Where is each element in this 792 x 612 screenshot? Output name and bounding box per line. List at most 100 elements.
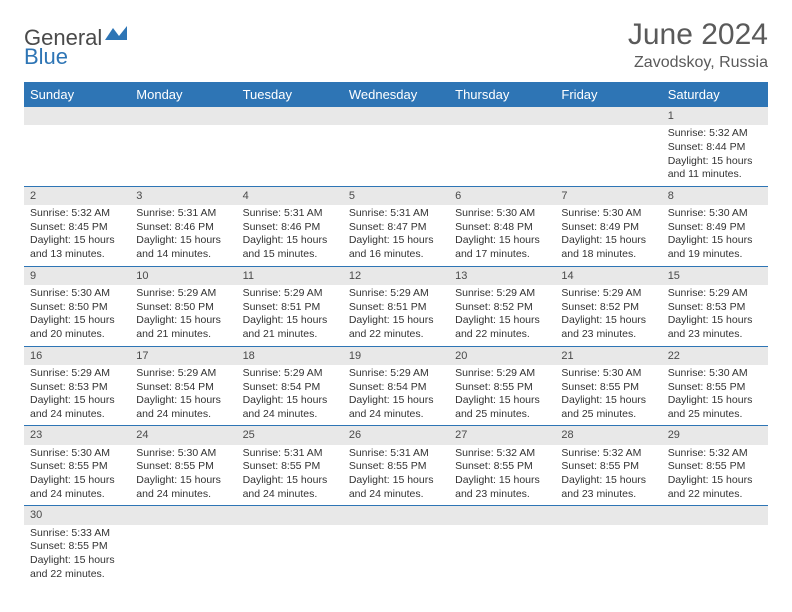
calendar-day-cell: 21Sunrise: 5:30 AMSunset: 8:55 PMDayligh…: [555, 346, 661, 426]
day-number: 23: [24, 426, 130, 444]
day-line: Daylight: 15 hours: [30, 394, 124, 408]
calendar-day-cell: 20Sunrise: 5:29 AMSunset: 8:55 PMDayligh…: [449, 346, 555, 426]
day-line: and 24 minutes.: [136, 488, 230, 502]
day-line: Sunset: 8:50 PM: [136, 301, 230, 315]
day-line: Daylight: 15 hours: [455, 234, 549, 248]
page-subtitle: Zavodskoy, Russia: [628, 54, 768, 72]
calendar-body: 1Sunrise: 5:32 AMSunset: 8:44 PMDaylight…: [24, 107, 768, 585]
day-line: Sunset: 8:55 PM: [561, 460, 655, 474]
calendar-day-cell: 10Sunrise: 5:29 AMSunset: 8:50 PMDayligh…: [130, 266, 236, 346]
calendar-empty-cell: [237, 107, 343, 186]
day-line: Sunset: 8:49 PM: [561, 221, 655, 235]
day-line: Sunset: 8:55 PM: [455, 381, 549, 395]
day-line: Sunset: 8:53 PM: [668, 301, 762, 315]
calendar-day-cell: 9Sunrise: 5:30 AMSunset: 8:50 PMDaylight…: [24, 266, 130, 346]
day-line: and 17 minutes.: [455, 248, 549, 262]
day-content: Sunrise: 5:30 AMSunset: 8:49 PMDaylight:…: [662, 205, 768, 266]
day-line: Sunset: 8:55 PM: [349, 460, 443, 474]
day-line: and 24 minutes.: [136, 408, 230, 422]
day-number: 24: [130, 426, 236, 444]
day-line: Sunrise: 5:31 AM: [136, 207, 230, 221]
day-number: 21: [555, 347, 661, 365]
day-line: Daylight: 15 hours: [561, 234, 655, 248]
calendar-empty-cell: [555, 506, 661, 585]
day-line: and 14 minutes.: [136, 248, 230, 262]
weekday-header: Friday: [555, 82, 661, 107]
day-number: 20: [449, 347, 555, 365]
day-line: Sunset: 8:54 PM: [136, 381, 230, 395]
weekday-header: Saturday: [662, 82, 768, 107]
day-line: Daylight: 15 hours: [136, 394, 230, 408]
day-line: Sunset: 8:55 PM: [668, 460, 762, 474]
day-line: Sunrise: 5:29 AM: [349, 367, 443, 381]
calendar-empty-cell: [130, 107, 236, 186]
calendar-day-cell: 12Sunrise: 5:29 AMSunset: 8:51 PMDayligh…: [343, 266, 449, 346]
day-line: Sunrise: 5:30 AM: [561, 207, 655, 221]
day-number: 18: [237, 347, 343, 365]
calendar-day-cell: 2Sunrise: 5:32 AMSunset: 8:45 PMDaylight…: [24, 186, 130, 266]
day-line: Daylight: 15 hours: [136, 474, 230, 488]
day-content: Sunrise: 5:29 AMSunset: 8:53 PMDaylight:…: [662, 285, 768, 346]
day-line: Daylight: 15 hours: [455, 474, 549, 488]
day-line: and 25 minutes.: [561, 408, 655, 422]
day-number: 4: [237, 187, 343, 205]
day-line: and 24 minutes.: [30, 408, 124, 422]
day-line: Sunrise: 5:29 AM: [668, 287, 762, 301]
day-line: Sunset: 8:55 PM: [561, 381, 655, 395]
calendar-week-row: 9Sunrise: 5:30 AMSunset: 8:50 PMDaylight…: [24, 266, 768, 346]
weekday-header: Monday: [130, 82, 236, 107]
calendar-empty-cell: [130, 506, 236, 585]
day-number: 12: [343, 267, 449, 285]
day-line: Sunrise: 5:30 AM: [561, 367, 655, 381]
day-number-empty: [24, 107, 130, 125]
day-content: Sunrise: 5:32 AMSunset: 8:55 PMDaylight:…: [662, 445, 768, 506]
day-line: Sunrise: 5:29 AM: [30, 367, 124, 381]
day-line: and 23 minutes.: [455, 488, 549, 502]
day-line: Daylight: 15 hours: [349, 234, 443, 248]
calendar-day-cell: 7Sunrise: 5:30 AMSunset: 8:49 PMDaylight…: [555, 186, 661, 266]
day-number-empty: [237, 107, 343, 125]
calendar-day-cell: 29Sunrise: 5:32 AMSunset: 8:55 PMDayligh…: [662, 426, 768, 506]
day-line: Daylight: 15 hours: [349, 314, 443, 328]
day-number-empty: [449, 107, 555, 125]
day-line: Daylight: 15 hours: [455, 394, 549, 408]
day-content: Sunrise: 5:29 AMSunset: 8:51 PMDaylight:…: [237, 285, 343, 346]
calendar-empty-cell: [237, 506, 343, 585]
calendar-week-row: 2Sunrise: 5:32 AMSunset: 8:45 PMDaylight…: [24, 186, 768, 266]
day-content: Sunrise: 5:29 AMSunset: 8:50 PMDaylight:…: [130, 285, 236, 346]
day-content: Sunrise: 5:31 AMSunset: 8:55 PMDaylight:…: [343, 445, 449, 506]
calendar-day-cell: 13Sunrise: 5:29 AMSunset: 8:52 PMDayligh…: [449, 266, 555, 346]
day-number: 28: [555, 426, 661, 444]
calendar-empty-cell: [555, 107, 661, 186]
day-number: 16: [24, 347, 130, 365]
day-content: Sunrise: 5:32 AMSunset: 8:45 PMDaylight:…: [24, 205, 130, 266]
calendar-empty-cell: [449, 506, 555, 585]
day-number: 29: [662, 426, 768, 444]
day-number-empty: [130, 107, 236, 125]
day-content: Sunrise: 5:30 AMSunset: 8:55 PMDaylight:…: [24, 445, 130, 506]
day-line: Sunset: 8:47 PM: [349, 221, 443, 235]
day-line: Sunrise: 5:32 AM: [561, 447, 655, 461]
day-line: Daylight: 15 hours: [668, 155, 762, 169]
day-line: Sunset: 8:46 PM: [243, 221, 337, 235]
day-line: Daylight: 15 hours: [136, 234, 230, 248]
day-content: Sunrise: 5:29 AMSunset: 8:54 PMDaylight:…: [237, 365, 343, 426]
day-content: Sunrise: 5:29 AMSunset: 8:54 PMDaylight:…: [343, 365, 449, 426]
day-line: and 16 minutes.: [349, 248, 443, 262]
day-line: Sunset: 8:45 PM: [30, 221, 124, 235]
day-line: and 11 minutes.: [668, 168, 762, 182]
day-content: Sunrise: 5:29 AMSunset: 8:54 PMDaylight:…: [130, 365, 236, 426]
weekday-header: Wednesday: [343, 82, 449, 107]
day-line: Sunrise: 5:31 AM: [349, 207, 443, 221]
day-content: Sunrise: 5:31 AMSunset: 8:55 PMDaylight:…: [237, 445, 343, 506]
day-number-empty: [343, 107, 449, 125]
day-number: 14: [555, 267, 661, 285]
day-line: Sunset: 8:55 PM: [30, 460, 124, 474]
calendar-day-cell: 1Sunrise: 5:32 AMSunset: 8:44 PMDaylight…: [662, 107, 768, 186]
day-line: and 13 minutes.: [30, 248, 124, 262]
day-line: Daylight: 15 hours: [30, 474, 124, 488]
day-line: Sunrise: 5:30 AM: [668, 207, 762, 221]
day-number: 5: [343, 187, 449, 205]
title-block: June 2024 Zavodskoy, Russia: [628, 18, 768, 72]
day-content: Sunrise: 5:30 AMSunset: 8:55 PMDaylight:…: [662, 365, 768, 426]
